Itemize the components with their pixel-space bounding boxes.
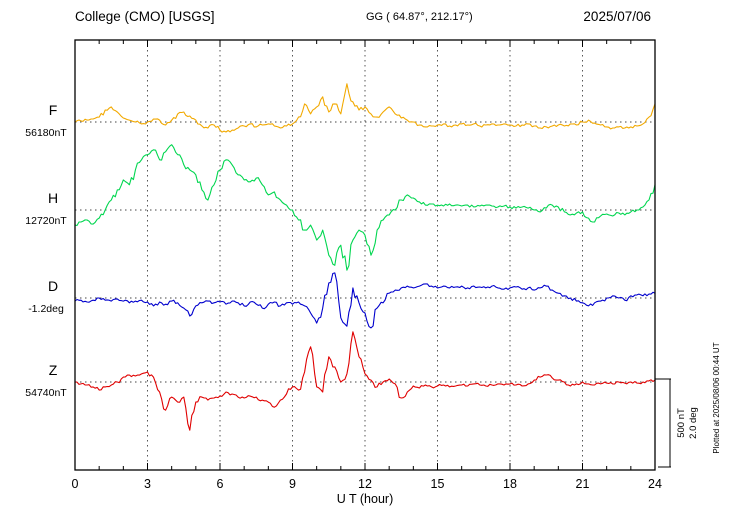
plot-date: 2025/07/06: [583, 9, 651, 24]
baseline-value-D: -1.2deg: [28, 303, 64, 315]
plot-frame: [74, 39, 656, 471]
x-tick-label: 6: [217, 477, 224, 491]
x-tick-label: 24: [648, 477, 662, 491]
channel-label-F: F: [49, 102, 58, 118]
scale-bar: 500 nT 2.0 deg: [655, 378, 699, 468]
x-tick-label: 18: [503, 477, 517, 491]
x-tick-label: 12: [358, 477, 372, 491]
channel-label-H: H: [48, 190, 58, 206]
x-axis-title: U T (hour): [337, 492, 394, 506]
x-tick-labels: 0 3 6 9 12 15 18 21 24: [72, 477, 662, 491]
scale-bar-deg-label: 2.0 deg: [688, 407, 699, 439]
x-tick-label: 3: [144, 477, 151, 491]
trace-D: [74, 272, 656, 329]
plotted-at-note: Plotted at 2025/08/06 00:44 UT: [712, 342, 721, 453]
grid-layer: [75, 40, 655, 470]
trace-F: [74, 83, 656, 133]
x-tick-label: 21: [576, 477, 590, 491]
trace-Z: [74, 331, 656, 431]
scale-bar-nt-label: 500 nT: [676, 408, 687, 438]
x-tick-label: 15: [431, 477, 445, 491]
channel-label-Z: Z: [49, 362, 58, 378]
x-tick-label: 0: [72, 477, 79, 491]
trace-layer: [74, 83, 656, 431]
baseline-value-H: 12720nT: [25, 215, 67, 227]
trace-H: [74, 144, 656, 271]
channel-label-D: D: [48, 278, 58, 294]
baseline-value-Z: 54740nT: [25, 387, 67, 399]
station-title: College (CMO) [USGS]: [75, 9, 215, 24]
geographic-coords: GG ( 64.87°, 212.17°): [366, 11, 473, 23]
baseline-value-F: 56180nT: [25, 127, 67, 139]
x-tick-label: 9: [289, 477, 296, 491]
